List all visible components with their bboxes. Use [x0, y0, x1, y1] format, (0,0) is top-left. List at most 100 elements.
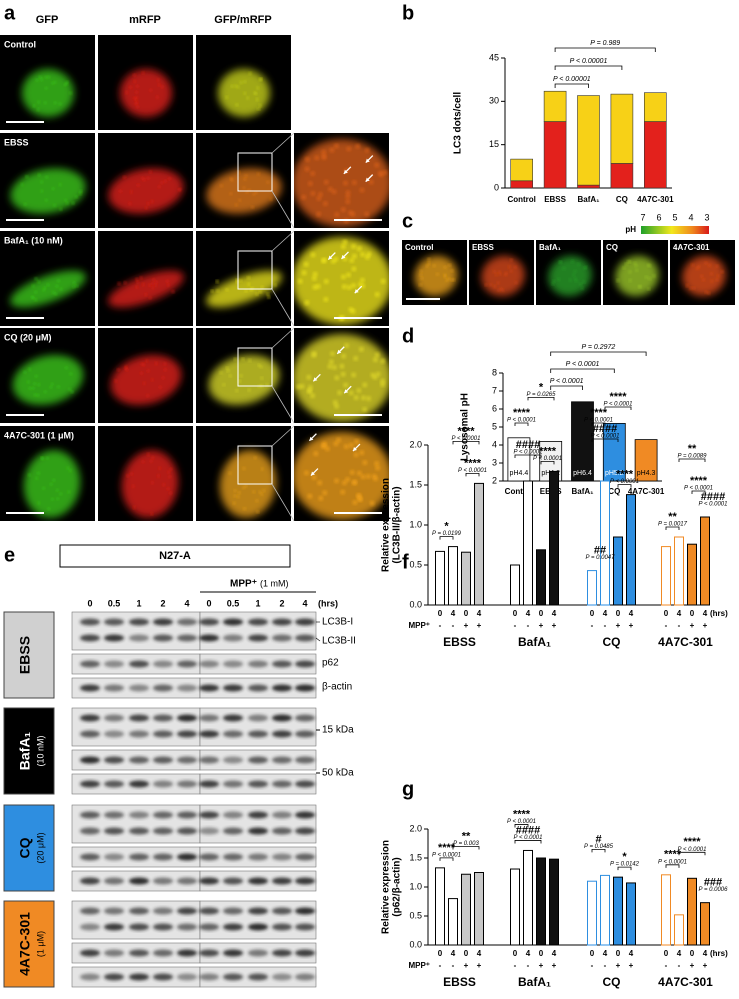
blot-band [129, 780, 149, 788]
puncta [445, 279, 449, 282]
puncta [308, 181, 313, 186]
puncta [39, 75, 42, 79]
puncta [359, 347, 364, 352]
puncta [374, 461, 379, 466]
blot-band [153, 684, 173, 692]
mpp-sign: + [539, 961, 544, 970]
puncta [235, 389, 239, 392]
blot-band [177, 923, 197, 931]
puncta [343, 382, 348, 388]
blot-band [153, 756, 173, 764]
puncta [233, 358, 237, 361]
bar [510, 564, 520, 606]
cell-body [108, 270, 184, 308]
y-tick-label: 0 [494, 182, 499, 192]
mpp-sign: + [629, 621, 634, 630]
puncta [697, 265, 700, 269]
cell-body [120, 69, 172, 117]
puncta [628, 270, 632, 274]
micrograph-signal [108, 168, 184, 214]
significance-mark: ** [668, 511, 677, 523]
group-label: BafA₁ [518, 975, 551, 989]
puncta [443, 266, 447, 269]
panel-label: d [402, 325, 414, 347]
puncta [58, 183, 62, 186]
blot-band [248, 660, 268, 668]
blot-band [129, 853, 149, 861]
puncta [242, 186, 246, 190]
column-header: mRFP [129, 14, 161, 26]
blot-band [129, 618, 149, 626]
puncta [380, 279, 386, 284]
y-tick-label: 3 [492, 457, 497, 467]
puncta [349, 258, 355, 263]
puncta [35, 78, 39, 82]
y-tick-label: 1.0 [409, 519, 422, 529]
cell-body [10, 270, 86, 308]
puncta [374, 162, 379, 168]
puncta [342, 480, 347, 486]
puncta [267, 295, 271, 299]
puncta [135, 90, 138, 94]
puncta [325, 446, 330, 451]
x-tick-label: 4 [552, 609, 557, 618]
bar [600, 480, 610, 606]
puncta [37, 472, 40, 475]
blot-band [295, 634, 315, 642]
arrow-head [313, 377, 318, 382]
blot-band [177, 756, 197, 764]
mpp-sign: + [629, 961, 634, 970]
blot-band [248, 907, 268, 915]
group-label: EBSS [443, 975, 476, 989]
x-tick-label: 0 [438, 949, 443, 958]
significance-p: P = 0.0047 [586, 555, 616, 561]
arrow-head [354, 289, 359, 294]
puncta [333, 400, 338, 405]
puncta [34, 290, 37, 294]
mpp-sign: + [690, 961, 695, 970]
puncta [304, 470, 309, 476]
puncta [247, 388, 251, 392]
puncta [151, 282, 155, 286]
micrograph-signal [108, 270, 184, 308]
arrow-head [343, 169, 348, 174]
puncta [163, 368, 167, 371]
puncta [354, 439, 359, 444]
significance-mark: **** [609, 391, 627, 403]
group-box [3, 611, 55, 699]
puncta [43, 390, 47, 394]
blot-band [129, 877, 149, 885]
puncta [304, 300, 310, 305]
puncta [346, 272, 351, 278]
arrow-head [328, 255, 333, 260]
puncta [237, 495, 240, 498]
puncta [375, 372, 381, 377]
puncta [420, 276, 424, 280]
puncta [436, 273, 439, 276]
y-tick-label: 1.0 [409, 881, 422, 891]
puncta [238, 379, 241, 383]
puncta [320, 444, 326, 449]
puncta [704, 261, 708, 265]
puncta [32, 284, 35, 288]
puncta [233, 494, 237, 498]
puncta [425, 264, 429, 268]
puncta [362, 382, 367, 388]
x-tick-label: Control [507, 195, 535, 204]
blot-strip [199, 707, 317, 747]
x-unit: (hrs) [710, 949, 728, 958]
significance-mark: **** [464, 457, 482, 469]
puncta [34, 298, 38, 301]
significance-mark: ** [462, 830, 471, 842]
puncta [37, 108, 40, 111]
puncta [256, 86, 259, 90]
row-label: EBSS [4, 137, 29, 147]
micrograph-signal [22, 69, 74, 117]
row-label: BafA₁ (10 nM) [4, 235, 63, 245]
blot-band [272, 714, 292, 722]
puncta [68, 388, 71, 391]
blot-band [177, 684, 197, 692]
puncta [159, 385, 162, 389]
comparison-bracket [465, 473, 480, 477]
micrograph-signal [294, 432, 389, 520]
